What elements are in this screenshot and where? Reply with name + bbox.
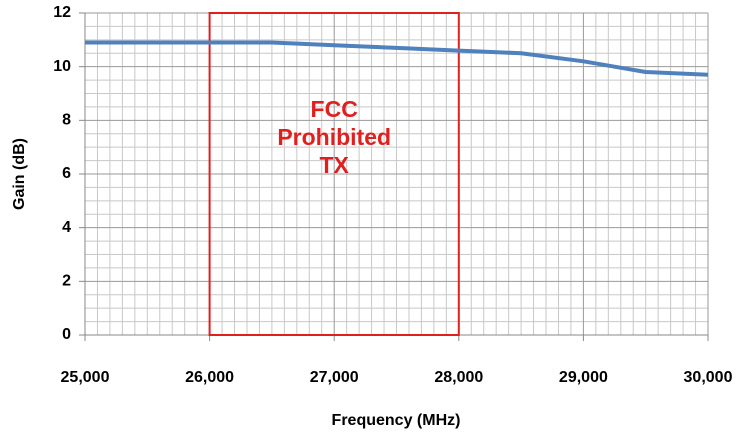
x-tick-label: 25,000	[61, 369, 110, 386]
x-tick-label: 26,000	[185, 369, 234, 386]
data-line	[85, 40, 709, 77]
annotation-box	[208, 12, 460, 336]
x-tick-label: 28,000	[434, 369, 483, 386]
y-tick-label: 10	[53, 58, 71, 75]
y-tick-label: 8	[62, 112, 71, 129]
y-tick-label: 0	[62, 326, 71, 343]
annotation-text: Prohibited	[277, 124, 391, 150]
y-tick-label: 4	[62, 219, 71, 236]
y-axis-title: Gain (dB)	[11, 138, 28, 210]
x-axis-title: Frequency (MHz)	[332, 412, 461, 429]
annotation-text: TX	[320, 152, 350, 178]
x-tick-label: 27,000	[310, 369, 359, 386]
annotation-text: FCC	[311, 96, 358, 122]
y-tick-label: 12	[53, 4, 71, 21]
x-tick-label: 30,000	[684, 369, 733, 386]
x-tick-label: 29,000	[559, 369, 608, 386]
y-tick-label: 6	[62, 165, 71, 182]
y-tick-label: 2	[62, 273, 71, 290]
